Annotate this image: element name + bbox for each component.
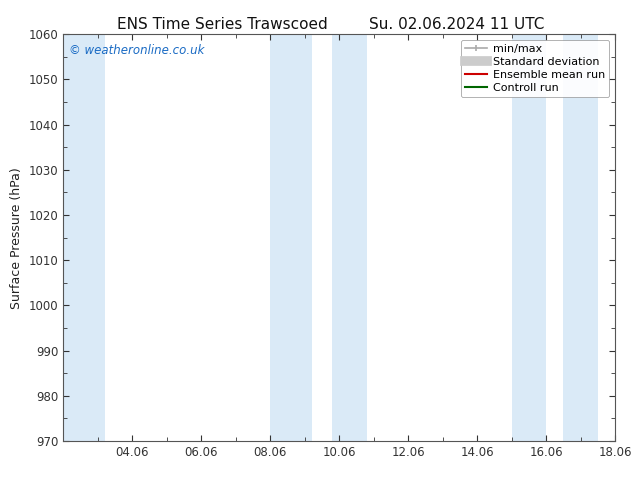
Bar xyxy=(332,34,367,441)
Text: Su. 02.06.2024 11 UTC: Su. 02.06.2024 11 UTC xyxy=(369,17,544,32)
Bar xyxy=(63,34,105,441)
Text: ENS Time Series Trawscoed: ENS Time Series Trawscoed xyxy=(117,17,327,32)
Legend: min/max, Standard deviation, Ensemble mean run, Controll run: min/max, Standard deviation, Ensemble me… xyxy=(460,40,609,97)
Bar xyxy=(512,34,546,441)
Text: © weatheronline.co.uk: © weatheronline.co.uk xyxy=(69,45,204,57)
Bar xyxy=(270,34,312,441)
Y-axis label: Surface Pressure (hPa): Surface Pressure (hPa) xyxy=(10,167,23,309)
Bar xyxy=(563,34,598,441)
